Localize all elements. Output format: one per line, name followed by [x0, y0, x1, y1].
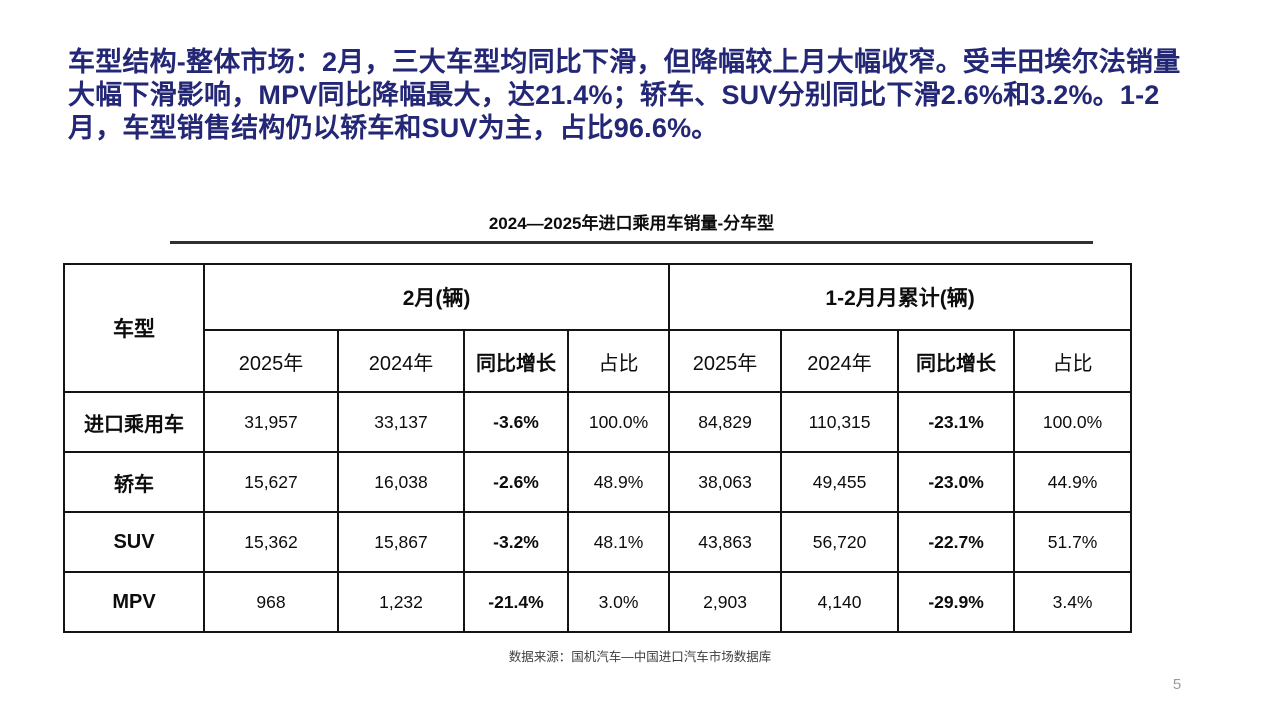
- cell-yoy: -3.6%: [463, 391, 569, 453]
- cell: 4,140: [780, 571, 900, 633]
- cell: 51.7%: [1013, 511, 1133, 573]
- cell: 100.0%: [1013, 391, 1133, 453]
- cell: 1,232: [337, 571, 465, 633]
- column-header-vehicle-type: 车型: [63, 263, 205, 393]
- row-label: 轿车: [63, 451, 205, 513]
- cell-yoy: -2.6%: [463, 451, 569, 513]
- cell: 43,863: [668, 511, 783, 573]
- table-row-imported-passenger-cars: 进口乘用车 31,957 33,137 -3.6% 100.0% 84,829 …: [63, 391, 1133, 453]
- cell: 38,063: [668, 451, 783, 513]
- row-label: SUV: [63, 511, 205, 573]
- row-label: 进口乘用车: [63, 391, 205, 453]
- cell: 3.0%: [566, 571, 671, 633]
- cell: 3.4%: [1013, 571, 1133, 633]
- subheader-2025-cum: 2025年: [668, 329, 783, 393]
- column-group-jan-feb-cumulative: 1-2月月累计(辆): [668, 263, 1133, 331]
- subheader-2024-cum: 2024年: [780, 329, 900, 393]
- cell: 100.0%: [566, 391, 671, 453]
- page-number: 5: [1172, 676, 1182, 693]
- cell: 15,627: [203, 451, 339, 513]
- cell: 49,455: [780, 451, 900, 513]
- subheader-yoy-growth: 同比增长: [463, 329, 569, 393]
- table-row-mpv: MPV 968 1,232 -21.4% 3.0% 2,903 4,140 -2…: [63, 571, 1133, 633]
- row-label: MPV: [63, 571, 205, 633]
- cell: 44.9%: [1013, 451, 1133, 513]
- cell: 31,957: [203, 391, 339, 453]
- table-row-suv: SUV 15,362 15,867 -3.2% 48.1% 43,863 56,…: [63, 511, 1133, 573]
- cell: 48.1%: [566, 511, 671, 573]
- cell-yoy: -22.7%: [897, 511, 1016, 573]
- table-row-sedan: 轿车 15,627 16,038 -2.6% 48.9% 38,063 49,4…: [63, 451, 1133, 513]
- data-source-note: 数据来源：国机汽车—中国进口汽车市场数据库: [508, 650, 772, 664]
- column-group-february: 2月(辆): [202, 263, 671, 331]
- cell: 48.9%: [566, 451, 671, 513]
- cell: 2,903: [668, 571, 783, 633]
- cell-yoy: -23.0%: [897, 451, 1016, 513]
- sales-by-vehicle-type-table: 车型 2月(辆) 1-2月月累计(辆) 2025年 2024年 同比增长 占比 …: [63, 263, 1133, 633]
- subheader-share: 占比: [566, 329, 671, 393]
- cell: 968: [203, 571, 339, 633]
- cell-yoy: -23.1%: [897, 391, 1016, 453]
- cell: 110,315: [780, 391, 900, 453]
- subheader-yoy-growth-cum: 同比增长: [897, 329, 1016, 393]
- table-sub-header-row: 2025年 2024年 同比增长 占比 2025年 2024年 同比增长 占比: [64, 329, 1133, 393]
- cell-yoy: -3.2%: [463, 511, 569, 573]
- cell-yoy: -21.4%: [463, 571, 569, 633]
- table-title-underline: 2024—2025年进口乘用车销量-分车型: [170, 209, 1093, 244]
- cell-yoy: -29.9%: [897, 571, 1016, 633]
- subheader-2024: 2024年: [337, 329, 465, 393]
- cell: 15,867: [337, 511, 465, 573]
- cell: 56,720: [780, 511, 900, 573]
- table-group-header-row: 车型 2月(辆) 1-2月月累计(辆): [63, 263, 1133, 393]
- table-title: 2024—2025年进口乘用车销量-分车型: [488, 214, 775, 233]
- cell: 15,362: [203, 511, 339, 573]
- cell: 33,137: [337, 391, 465, 453]
- cell: 16,038: [337, 451, 465, 513]
- cell: 84,829: [668, 391, 783, 453]
- headline-text: 车型结构-整体市场：2月，三大车型均同比下滑，但降幅较上月大幅收窄。受丰田埃尔法…: [68, 47, 1181, 144]
- subheader-2025: 2025年: [203, 329, 339, 393]
- subheader-share-cum: 占比: [1013, 329, 1133, 393]
